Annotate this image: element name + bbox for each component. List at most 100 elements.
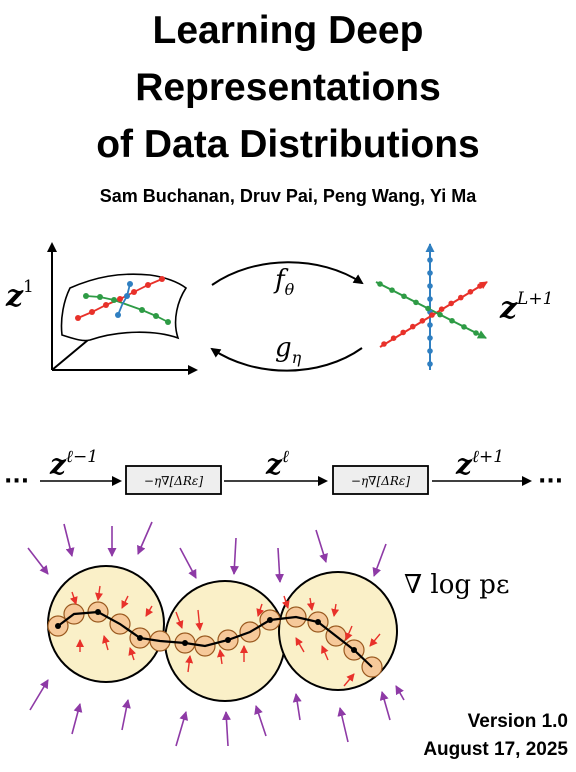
- inner-score-arrow: [281, 595, 290, 609]
- outer-score-arrow: [27, 547, 49, 575]
- manifold-points: [75, 276, 171, 325]
- subspace-green-point: [461, 324, 467, 330]
- subspace-red-point: [458, 294, 464, 301]
- outer-score-arrow: [254, 705, 267, 737]
- outer-score-arrow: [71, 703, 83, 735]
- subspace-green-point: [401, 293, 407, 300]
- outer-score-arrow: [372, 543, 387, 577]
- subspace-red-point: [410, 323, 416, 330]
- inner-score-arrows: [69, 585, 381, 687]
- inner-score-arrow: [369, 633, 381, 647]
- outer-score-arrow: [379, 691, 391, 721]
- layer-chain: ··· zℓ−1 −η∇[ΔRε] zℓ −η∇[ΔRε] zℓ+1 ···: [4, 447, 563, 495]
- curve-point: [315, 619, 321, 625]
- outer-score-arrow: [179, 547, 197, 579]
- version-block: Version 1.0 August 17, 2025: [423, 708, 568, 764]
- manifold-blue-point: [127, 281, 133, 287]
- decoder-arrow: [210, 347, 363, 372]
- subspace-blue-point: [427, 283, 433, 289]
- outer-score-arrow: [292, 693, 302, 721]
- decoder-label: gη: [275, 333, 302, 367]
- manifold-green-point: [139, 307, 145, 313]
- subspace-green-point: [413, 299, 419, 306]
- curve-point: [351, 647, 357, 653]
- chain-right-ellipsis: ···: [538, 469, 563, 494]
- subspace-points: [377, 257, 483, 367]
- layer-operator-box-2: [332, 465, 429, 495]
- subspace-red-point: [438, 306, 445, 313]
- title-line-3: of Data Distributions: [96, 123, 480, 166]
- subspace-red-point: [429, 312, 435, 318]
- outer-score-arrow: [337, 707, 349, 743]
- inner-score-arrow: [295, 637, 305, 653]
- inner-score-arrow: [321, 645, 329, 661]
- outer-score-arrow: [175, 711, 189, 747]
- inner-score-arrow: [128, 647, 137, 661]
- subspace-green-point: [425, 305, 431, 312]
- subspace-blue-point: [427, 296, 433, 302]
- manifold-red-point: [75, 315, 81, 321]
- manifold-red-point: [145, 282, 151, 288]
- subspace-green-point: [377, 281, 383, 287]
- subspace-red-point: [448, 300, 455, 307]
- score-figure: ∇ log pε: [27, 521, 509, 747]
- encoder-label: fθ: [273, 265, 295, 299]
- inner-score-arrow: [95, 585, 103, 601]
- outer-score-arrow: [229, 537, 239, 575]
- inner-score-arrow: [256, 603, 265, 617]
- manifold-green-point: [165, 319, 171, 325]
- manifold-red-point: [103, 302, 109, 308]
- subspace-green-point: [473, 330, 479, 336]
- date-label: August 17, 2025: [423, 739, 568, 760]
- book-title: Learning Deep Representations of Data Di…: [0, 2, 576, 173]
- inner-score-arrow: [102, 635, 110, 651]
- subspace-blue-point: [427, 322, 433, 328]
- layer-operator-box-1: [125, 465, 222, 495]
- curve-point: [267, 617, 273, 623]
- outer-score-arrows: [27, 521, 405, 747]
- outer-score-arrow: [63, 523, 75, 557]
- subspace-red-point: [477, 283, 483, 289]
- outer-score-arrow: [221, 711, 231, 747]
- manifold-red-point: [131, 289, 137, 295]
- subspace-green-point: [449, 317, 455, 324]
- outer-score-arrow: [275, 547, 285, 583]
- z-mid-label: zℓ: [265, 447, 289, 481]
- outer-score-arrow: [121, 699, 131, 731]
- layer-operator-text-1: −η∇[ΔRε]: [144, 474, 203, 488]
- inner-score-arrow: [306, 597, 315, 611]
- subspace-red-point: [390, 335, 397, 342]
- inner-score-arrow: [185, 655, 194, 673]
- subspace-blue-point: [427, 270, 433, 276]
- curve-point: [95, 609, 101, 615]
- curve-point: [55, 623, 61, 629]
- manifold-blue-point: [124, 293, 130, 299]
- manifold-red-point: [89, 309, 95, 315]
- inner-score-arrow: [195, 609, 204, 631]
- inner-score-arrow: [145, 605, 154, 617]
- inner-score-arrow: [121, 595, 129, 609]
- inner-score-arrow: [175, 611, 184, 629]
- outer-score-arrow: [29, 679, 49, 711]
- data-curve: [57, 610, 373, 668]
- layer-operator-text-2: −η∇[ΔRε]: [351, 474, 410, 488]
- inner-score-arrow: [343, 673, 355, 687]
- score-label: ∇ log pε: [404, 570, 509, 600]
- subspace-green-point: [437, 311, 443, 318]
- manifold-green-point: [97, 294, 103, 300]
- manifold-blue-curve: [117, 283, 131, 316]
- outer-score-arrow: [137, 521, 153, 555]
- outer-score-arrow: [315, 529, 328, 563]
- inner-score-arrow: [217, 649, 225, 665]
- subspace-red-point: [400, 329, 407, 336]
- z-next-label: zℓ+1: [455, 447, 504, 481]
- subspace-blue-point: [427, 257, 433, 263]
- chain-left-ellipsis: ···: [4, 469, 29, 494]
- subspace-red-point: [419, 318, 426, 324]
- subspace-green-point: [389, 287, 395, 293]
- subspace-blue-point: [427, 335, 433, 341]
- encoder-arrow: [211, 261, 364, 286]
- outer-score-arrow: [395, 685, 405, 701]
- curve-point: [182, 640, 188, 646]
